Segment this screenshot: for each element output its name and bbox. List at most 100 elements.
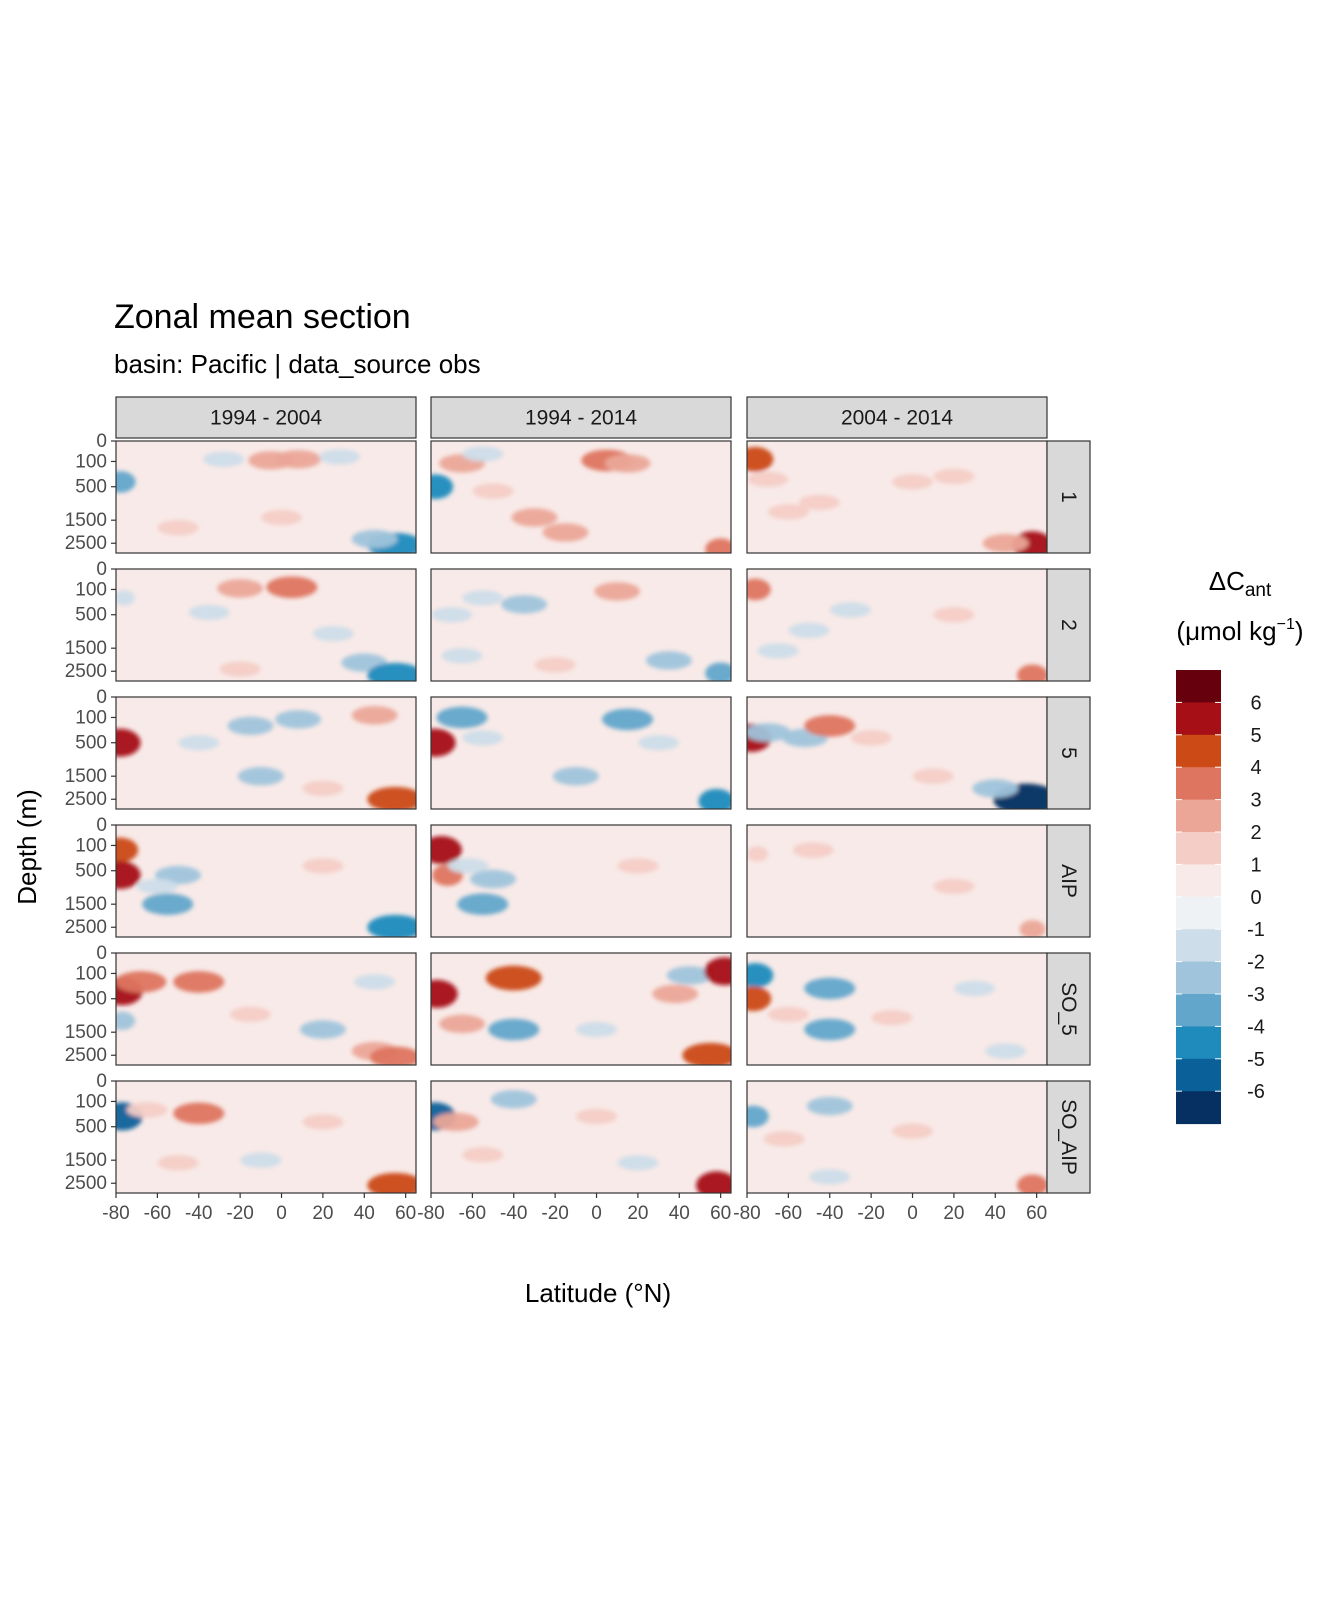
x-tick-label: -60 [775,1203,802,1224]
y-tick-label: 2500 [65,661,107,682]
y-tick-label: 0 [96,687,107,708]
heatmap-cell [462,730,504,746]
legend-colorbar: 6 5 4 3 2 1 0 -1 -2 -3 -4 -5 -6 [1176,670,1265,1125]
legend-label: 0 [1250,887,1261,909]
heatmap-cell [116,837,139,863]
heatmap-cell [804,715,856,737]
heatmap-cell [116,1011,136,1031]
heatmap-cell [302,780,344,797]
facet-row-strip [1046,952,1091,1066]
heatmap-cell [157,520,199,536]
heatmap-cell [682,1042,731,1065]
heatmap-cell [367,914,416,937]
heatmap-cell [472,483,514,499]
heatmap-cell [747,578,771,601]
heatmap-cell [462,590,504,606]
facet-column-strip [746,396,1048,439]
heatmap-cell [217,579,264,598]
color-legend: ΔCant (μmol kg−1) 6 5 4 3 2 1 0 -1 -2 -3 -4 -5 -6 [1176,566,1304,1125]
heatmap-cell [747,1105,769,1128]
facet-column-strip [430,396,732,439]
y-tick-label: 100 [75,835,107,856]
x-tick-label: -80 [102,1203,129,1224]
facet-row-label: SO_AIP [1057,1099,1080,1175]
legend-swatch [1176,961,1221,995]
facet-panel [115,440,417,554]
panel-border [430,568,732,682]
panel-background [431,1081,731,1193]
panel-border [430,696,732,810]
heatmap-cell [798,494,840,510]
facet-panel [115,696,417,810]
facet-panel [115,1080,417,1194]
heatmap-cell [747,471,789,487]
heatmap-cell [312,626,354,642]
heatmap-cell [462,446,504,462]
heatmap-cell [173,1102,225,1125]
chart-subtitle: basin: Pacific | data_source obs [114,349,481,379]
x-tick-label: 60 [395,1203,416,1224]
heatmap-cell [299,1020,346,1039]
facet-row-strip [1046,440,1091,554]
heatmap-cell [237,766,284,786]
x-tick-label: -20 [226,1203,253,1224]
y-tick-label: 100 [75,579,107,600]
legend-swatch [1176,734,1221,768]
heatmap-cell [933,878,975,894]
heatmap-cell [275,450,322,469]
heatmap-cell [439,1014,486,1034]
heatmap-cell [747,446,774,472]
x-tick-label: 40 [354,1203,375,1224]
heatmap-cell [705,662,731,681]
heatmap-cell [229,1006,271,1022]
heatmap-cell [1019,920,1046,937]
facet-panel [115,568,417,682]
heatmap-cell [534,657,576,673]
heatmap-cell [747,986,772,1012]
facet-column-label: 2004 - 2014 [841,407,953,430]
legend-swatch [1176,702,1221,736]
heatmap-cell [850,730,892,746]
heatmap-cell [767,1006,809,1022]
legend-label: -5 [1247,1049,1265,1071]
facet-panel [430,440,732,554]
heatmap-cell [116,971,167,993]
y-tick-label: 500 [75,1117,107,1138]
panel-border [115,1080,417,1194]
heatmap-cell [972,779,1019,798]
heatmap-cell [431,836,462,865]
y-tick-label: 100 [75,1091,107,1112]
heatmap-cell [594,582,641,601]
heatmap-cell [912,768,954,784]
heatmap-cell [203,451,245,467]
heatmap-cell [302,858,344,874]
legend-label: -6 [1247,1081,1265,1103]
heatmap-cell [829,602,871,618]
heatmap-cell [351,529,398,549]
facet-row-strip [1046,1080,1091,1194]
legend-swatch [1176,832,1221,865]
panel-border [430,952,732,1066]
legend-swatch [1176,864,1221,898]
facet-panel [430,824,732,938]
heatmap-cell [367,1172,416,1193]
panel-border [115,696,417,810]
heatmap-cell [431,979,458,1008]
heatmap-cell [447,858,489,874]
x-tick-label: -40 [500,1203,527,1224]
x-axis-title: Latitude (°N) [525,1278,671,1308]
facet-row-label: 5 [1057,747,1080,759]
heatmap-cell [763,1131,805,1147]
y-tick-label: 500 [75,989,107,1010]
x-tick-label: 20 [312,1203,333,1224]
legend-label: -1 [1247,919,1265,941]
y-tick-label: 1500 [65,638,107,659]
heatmap-cell [1017,1174,1047,1193]
heatmap-cell [617,1155,659,1171]
y-tick-label: 500 [75,477,107,498]
legend-swatch [1176,767,1221,801]
panel-background [747,825,1047,937]
facet-panel [746,1080,1048,1194]
heatmap-cell [436,706,488,729]
legend-swatch [1176,1026,1221,1060]
